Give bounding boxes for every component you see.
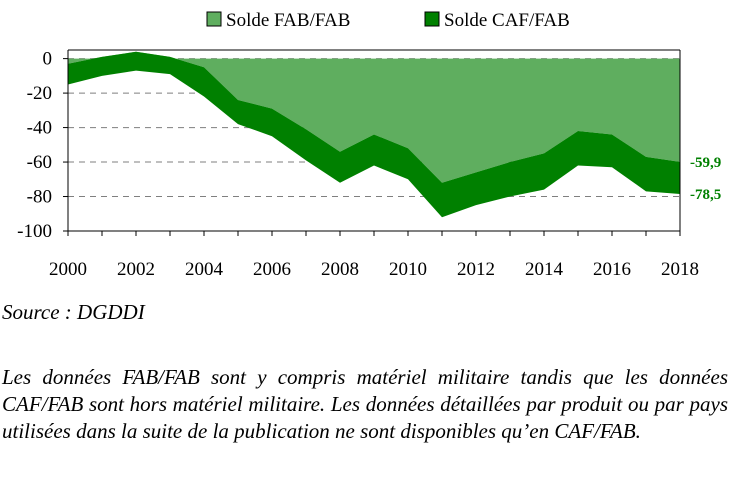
x-tick-label: 2016 [593,259,631,280]
y-tick-label: -100 [17,221,52,242]
chart: 0-20-40-60-80-100 2000 2002 2004 2006 2008 20… [17,10,721,280]
x-tick-label: 2014 [525,259,564,280]
area-solde-caf-fab [68,51,680,218]
y-tick-label: -40 [27,118,52,139]
end-value-labels: -59,9 -78,5 [690,155,721,203]
legend-item-caf-fab-swatch [424,11,440,27]
end-label-fab-fab: -59,9 [690,155,721,171]
legend-item-caf-fab-label: Solde CAF/FAB [444,10,570,31]
legend-item-fab-fab-swatch [206,11,222,27]
x-tick-label: 2018 [661,259,699,280]
y-tick-label: -80 [27,187,52,208]
y-tick-labels: 0 -20 -40 -60 -80 -100 [17,49,52,242]
x-tick-label: 2004 [185,259,224,280]
y-tick-label: -60 [27,152,52,173]
x-tick-label: 2012 [457,259,495,280]
source-caption: Source : DGDDI [2,300,145,324]
x-tick-label: 2008 [321,259,359,280]
x-tick-label: 2006 [253,259,291,280]
y-tick-label: 0 [43,49,53,70]
x-tick-label: 2002 [117,259,155,280]
legend-item-fab-fab-label: Solde FAB/FAB [226,10,350,31]
x-tick-label: 2010 [389,259,427,280]
x-tick-label: 2000 [49,259,87,280]
chart-axes [63,49,681,236]
chart-areas [68,51,680,218]
methodology-note: Les données FAB/FAB sont y compris matér… [2,365,728,443]
y-tick-label: -20 [27,83,52,104]
x-tick-labels: 2000 2002 2004 2006 2008 2010 2012 2014 2016 2018 [49,259,699,280]
legend: Solde FAB/FAB Solde CAF/FAB [206,10,570,31]
area-solde-fab-fab [68,51,680,183]
end-label-caf-fab: -78,5 [690,187,721,203]
